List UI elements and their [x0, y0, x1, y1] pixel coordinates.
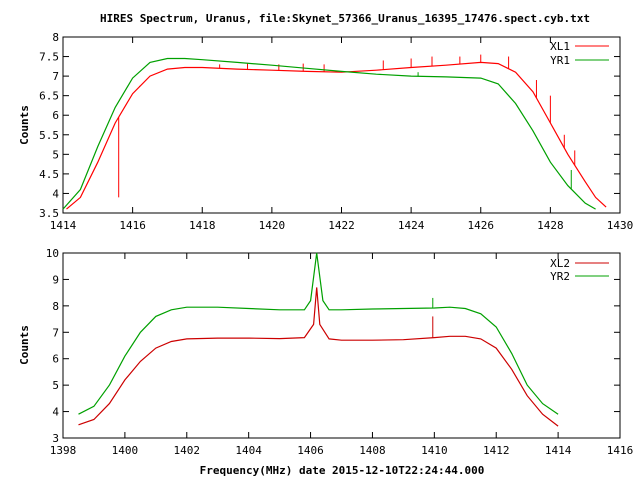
bottom-panel: Counts Frequency(MHz) date 2015-12-10T22…: [18, 247, 633, 477]
x-tick-label: 1420: [259, 219, 286, 232]
y-tick-label: 5: [52, 148, 59, 161]
x-tick-label: 1422: [328, 219, 355, 232]
y-tick-label: 5.5: [39, 129, 59, 142]
y-tick-label: 8: [52, 31, 59, 44]
x-axis-label: Frequency(MHz) date 2015-12-10T22:24:44.…: [200, 464, 485, 477]
y-tick-label: 7: [52, 326, 59, 339]
y-tick-label: 10: [46, 247, 59, 260]
y-tick-label: 7: [52, 70, 59, 83]
y-tick-label: 6.5: [39, 90, 59, 103]
y-tick-label: 4: [52, 187, 59, 200]
x-tick-label: 1410: [421, 444, 448, 457]
legend-label-xl1: XL1: [550, 40, 570, 53]
y-tick-label: 3: [52, 432, 59, 445]
x-tick-label: 1418: [189, 219, 216, 232]
y-tick-label: 5: [52, 379, 59, 392]
x-tick-label: 1424: [398, 219, 425, 232]
series-group: [78, 252, 559, 427]
x-tick-label: 1402: [174, 444, 201, 457]
y-tick-label: 4: [52, 406, 59, 419]
top-panel: HIRES Spectrum, Uranus, file:Skynet_5736…: [18, 12, 633, 232]
series-group: [62, 54, 607, 210]
legend-label-yr1: YR1: [550, 54, 570, 67]
y-tick-label: 3.5: [39, 207, 59, 220]
axes: 1414 1416 1418 1420 1422 1424 1426 1428 1430 3.5 4…: [39, 31, 633, 232]
y-tick-label: 9: [52, 273, 59, 286]
y-tick-label: 6: [52, 109, 59, 122]
x-tick-label: 1400: [112, 444, 139, 457]
y-tick-label: 6: [52, 353, 59, 366]
x-tick-label: 1414: [545, 444, 572, 457]
chart-title: HIRES Spectrum, Uranus, file:Skynet_5736…: [100, 12, 590, 25]
x-tick-label: 1406: [297, 444, 324, 457]
legend-label-yr2: YR2: [550, 270, 570, 283]
y-tick-label: 7.5: [39, 51, 59, 64]
series-line-xl2: [78, 287, 559, 427]
y-axis-label: Counts: [18, 325, 31, 365]
x-tick-label: 1404: [235, 444, 262, 457]
legend: XL1 YR1: [550, 40, 609, 67]
legend-label-xl2: XL2: [550, 257, 570, 270]
x-tick-label: 1428: [537, 219, 564, 232]
legend: XL2 YR2: [550, 257, 609, 283]
x-tick-label: 1408: [359, 444, 386, 457]
x-tick-label: 1412: [483, 444, 510, 457]
series-line-yr1: [62, 57, 596, 210]
y-tick-label: 4.5: [39, 168, 59, 181]
plot-frame: [62, 252, 621, 439]
x-tick-label: 1426: [468, 219, 495, 232]
y-axis-label: Counts: [18, 105, 31, 145]
series-line-yr2: [78, 252, 559, 415]
series-line-xl1: [66, 61, 607, 210]
x-tick-label: 1398: [50, 444, 77, 457]
axes: 1398 1400 1402 1404 1406 1408 1410 1412 1414 1416…: [46, 247, 634, 457]
plot-frame: [62, 36, 621, 214]
x-tick-label: 1416: [119, 219, 146, 232]
y-tick-label: 8: [52, 300, 59, 313]
x-tick-label: 1430: [607, 219, 634, 232]
x-tick-label: 1416: [607, 444, 634, 457]
x-tick-label: 1414: [50, 219, 77, 232]
